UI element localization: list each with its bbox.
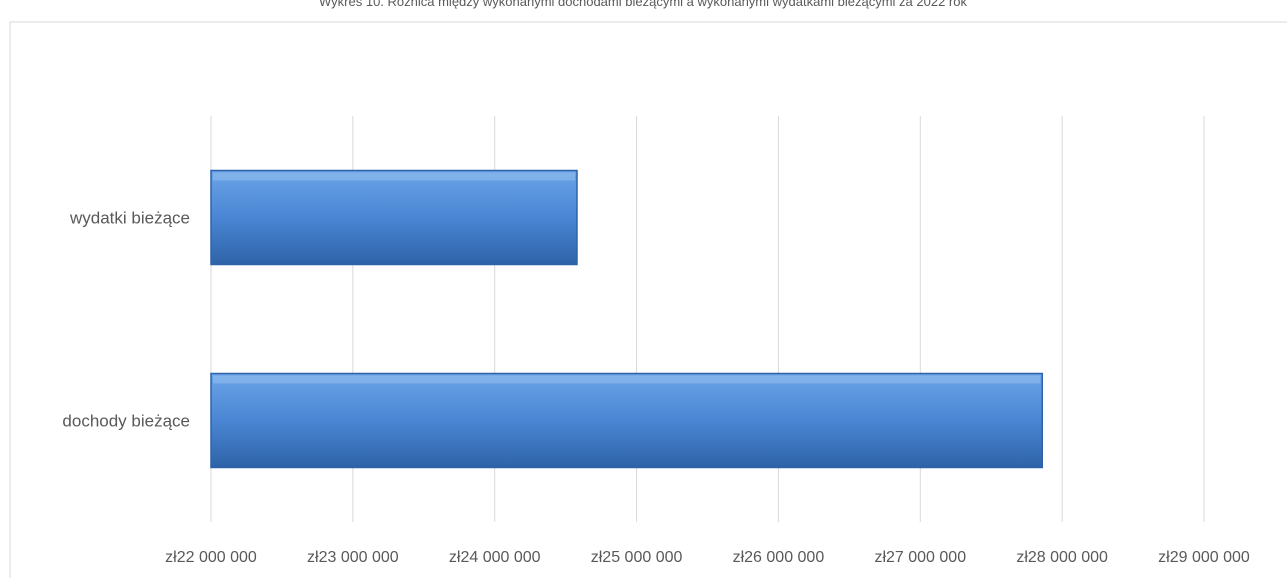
- x-tick-label: zł23 000 000: [307, 549, 399, 566]
- x-tick-label: zł25 000 000: [591, 549, 683, 566]
- bar: [210, 169, 578, 266]
- category-label: wydatki bieżące: [69, 209, 190, 228]
- bar: [210, 372, 1044, 469]
- bars: [210, 169, 1044, 469]
- bar-highlight: [213, 172, 575, 181]
- x-tick-label: zł28 000 000: [1016, 549, 1108, 566]
- bar-highlight: [213, 375, 1041, 384]
- x-tick-label: zł29 000 000: [1158, 549, 1250, 566]
- x-axis-tick-labels: zł22 000 000 zł23 000 000 zł24 000 000 zł25…: [165, 549, 1250, 566]
- x-tick-label: zł22 000 000: [165, 549, 257, 566]
- x-tick-label: zł27 000 000: [874, 549, 966, 566]
- x-tick-label: zł26 000 000: [733, 549, 825, 566]
- chart-title: Wykres 10. Różnica między wykonanymi doc…: [319, 0, 967, 9]
- chart-border: [9, 21, 1287, 578]
- x-tick-label: zł24 000 000: [449, 549, 541, 566]
- category-label: dochody bieżące: [62, 412, 190, 431]
- category-labels: wydatki bieżące dochody bieżące: [62, 209, 190, 431]
